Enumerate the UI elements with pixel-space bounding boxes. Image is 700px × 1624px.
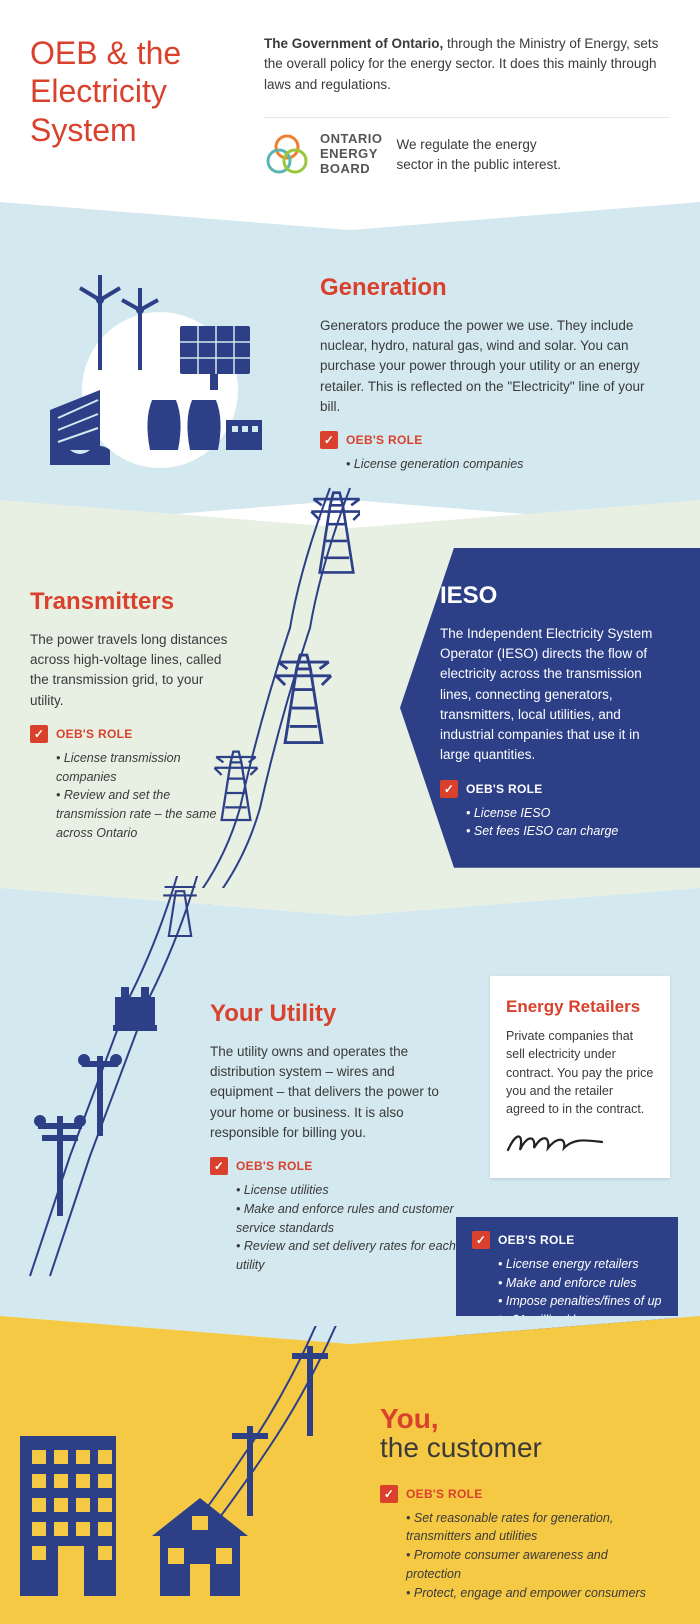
retailers-body: Private companies that sell electricity … <box>506 1027 654 1118</box>
section-utility: Your Utility The utility owns and operat… <box>0 916 700 1316</box>
ieso-panel: IESO The Independent Electricity System … <box>400 548 700 868</box>
ieso-title: IESO <box>440 578 672 614</box>
customer-illustration <box>10 1326 350 1616</box>
utility-title: Your Utility <box>210 996 460 1032</box>
signature-icon <box>506 1128 606 1158</box>
role-list: License IESO Set fees IESO can charge <box>440 804 672 842</box>
energy-retailers-card: Energy Retailers Private companies that … <box>490 976 670 1178</box>
role-heading: ✓OEB'S ROLE <box>30 725 230 743</box>
generation-body: Generators produce the power we use. The… <box>320 316 660 417</box>
check-icon: ✓ <box>380 1485 398 1503</box>
oeb-tagline: We regulate the energy sector in the pub… <box>396 135 576 176</box>
role-list: Set reasonable rates for generation, tra… <box>380 1509 660 1603</box>
role-heading: ✓OEB'S ROLE <box>440 780 672 798</box>
utility-body: The utility owns and operates the distri… <box>210 1042 460 1143</box>
page-title: OEB & the Electricity System <box>30 34 230 178</box>
check-icon: ✓ <box>472 1231 490 1249</box>
transmitters-title: Transmitters <box>30 584 230 620</box>
header: OEB & the Electricity System The Governm… <box>0 0 700 202</box>
trefoil-icon <box>264 132 310 178</box>
utility-illustration <box>0 876 220 1316</box>
retailers-title: Energy Retailers <box>506 994 654 1020</box>
role-heading: ✓OEB'S ROLE <box>210 1157 460 1175</box>
role-heading: ✓OEB'S ROLE <box>380 1485 660 1503</box>
divider <box>264 117 670 118</box>
section-transmitters: Transmitters The power travels long dist… <box>0 528 700 888</box>
generation-title: Generation <box>320 270 660 306</box>
ieso-body: The Independent Electricity System Opera… <box>440 624 672 766</box>
check-icon: ✓ <box>210 1157 228 1175</box>
role-list: License transmission companies Review an… <box>30 749 230 843</box>
intro-paragraph: The Government of Ontario, through the M… <box>264 34 670 95</box>
role-list: License generation companies <box>320 455 660 474</box>
check-icon: ✓ <box>440 780 458 798</box>
section-customer: You,the customer ✓OEB'S ROLE Set reasona… <box>0 1344 700 1624</box>
transmitters-body: The power travels long distances across … <box>30 630 230 711</box>
check-icon: ✓ <box>30 725 48 743</box>
check-icon: ✓ <box>320 431 338 449</box>
customer-title: You,the customer <box>380 1404 660 1463</box>
role-list: License utilities Make and enforce rules… <box>210 1181 460 1275</box>
oeb-logo: ONTARIO ENERGY BOARD <box>264 132 382 178</box>
generation-illustration <box>40 270 280 470</box>
role-heading: ✓OEB'S ROLE <box>320 431 660 449</box>
role-heading: ✓OEB'S ROLE <box>472 1231 662 1249</box>
section-generation: Generation Generators produce the power … <box>0 230 700 500</box>
